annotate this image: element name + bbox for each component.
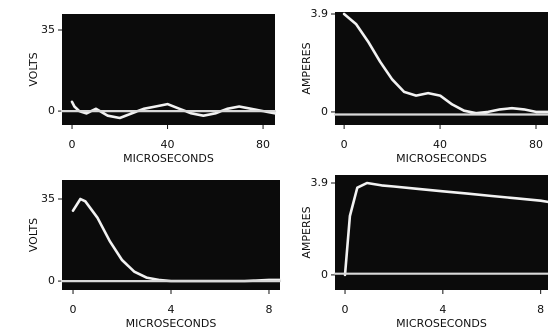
x-tick-label: 0 [342, 303, 349, 316]
x-axis-title: MICROSECONDS [123, 152, 214, 165]
y-axis-title: VOLTS [27, 218, 40, 252]
x-axis-title: MICROSECONDS [396, 152, 487, 165]
y-tick-label: 0 [48, 104, 55, 117]
x-tick-label: 0 [341, 138, 348, 151]
x-tick-label: 80 [256, 138, 270, 151]
y-tick-label: 35 [41, 23, 55, 36]
y-axis-title: VOLTS [27, 52, 40, 86]
page: 03504080MICROSECONDSVOLTS03.904080MICROS… [0, 0, 548, 336]
x-tick-label: 40 [433, 138, 447, 151]
y-tick-label: 3.9 [311, 176, 329, 189]
x-tick-label: 0 [69, 138, 76, 151]
plot-area [62, 180, 280, 290]
y-axis-title: AMPERES [300, 42, 313, 94]
x-tick-label: 0 [70, 303, 77, 316]
x-axis-title: MICROSECONDS [126, 317, 217, 330]
y-tick-label: 3.9 [311, 7, 329, 20]
x-axis-title: MICROSECONDS [396, 317, 487, 330]
y-tick-label: 35 [41, 192, 55, 205]
x-tick-label: 8 [265, 303, 272, 316]
y-tick-label: 0 [321, 268, 328, 281]
x-tick-label: 8 [537, 303, 544, 316]
x-tick-label: 80 [529, 138, 543, 151]
x-tick-label: 4 [439, 303, 446, 316]
y-tick-label: 0 [321, 105, 328, 118]
y-tick-label: 0 [48, 274, 55, 287]
x-tick-label: 40 [161, 138, 175, 151]
x-tick-label: 4 [168, 303, 175, 316]
y-axis-title: AMPERES [300, 206, 313, 258]
figure: 03504080MICROSECONDSVOLTS03.904080MICROS… [0, 0, 548, 336]
